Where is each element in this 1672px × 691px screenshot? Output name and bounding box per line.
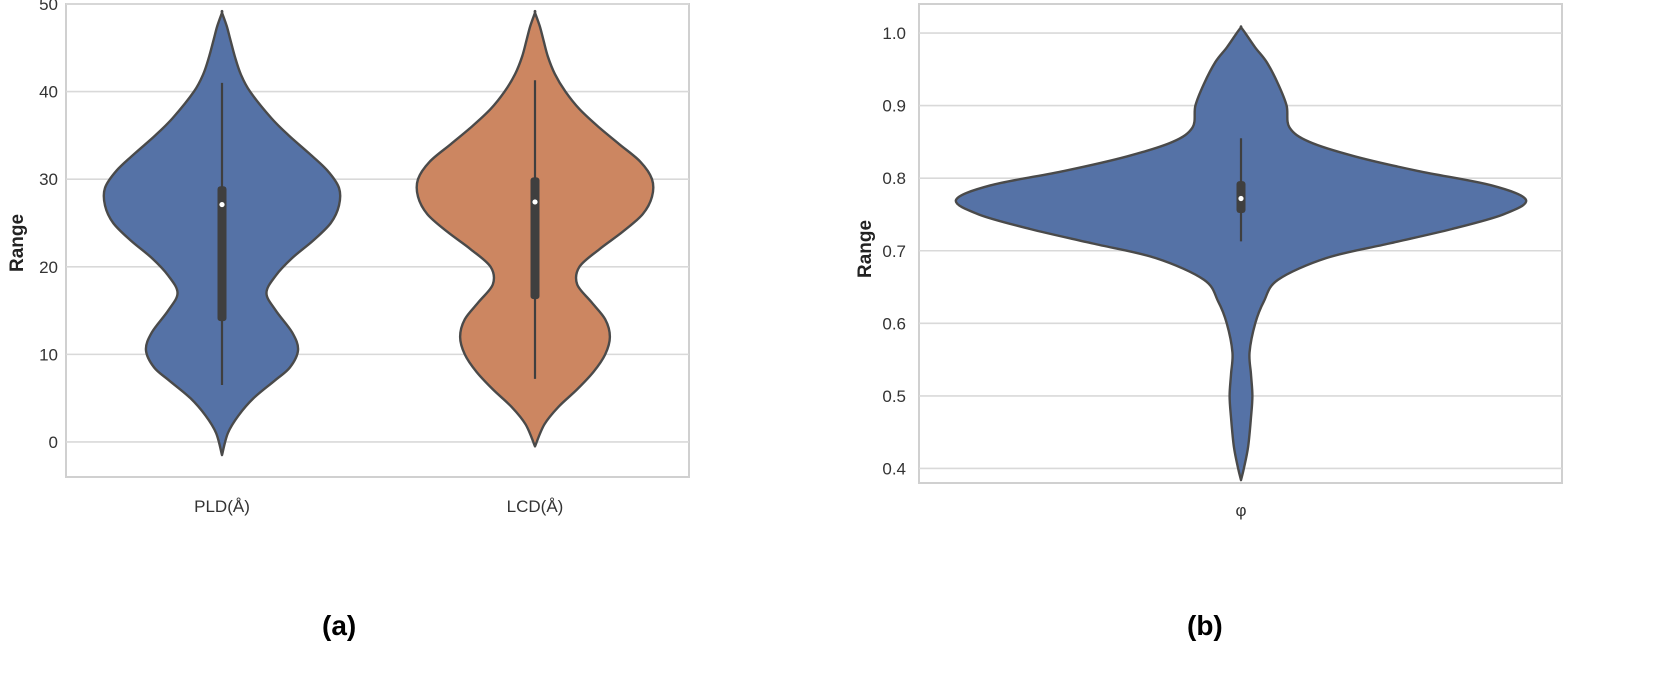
- panel-b-chart: Range 0.4 0.5 0.6 0.7 0.8 0.9 1.0 φ: [855, 3, 1563, 520]
- panel-b-y-axis-label: Range: [855, 220, 876, 278]
- panel-b-label: (b): [1187, 610, 1223, 641]
- y-tick-label: 50: [39, 0, 58, 14]
- y-tick-label: 40: [39, 83, 58, 102]
- panel-a-label: (a): [322, 610, 357, 641]
- y-tick-label: 0: [49, 433, 58, 452]
- median-dot: [219, 201, 225, 208]
- y-tick-label: 0.9: [882, 97, 906, 116]
- violin-body: [954, 25, 1528, 482]
- y-tick-label: 20: [39, 258, 58, 277]
- y-tick-label: 0.8: [882, 169, 906, 188]
- panel-a-chart: Range 0 10 20 30 40 50 PLD(Å) LCD(Å): [7, 0, 690, 516]
- x-tick-label: PLD(Å): [194, 497, 250, 516]
- iqr-box: [217, 186, 227, 322]
- median-dot: [1238, 195, 1244, 202]
- y-tick-label: 0.5: [882, 387, 906, 406]
- x-tick-label: LCD(Å): [507, 497, 564, 516]
- y-tick-label: 0.7: [882, 242, 906, 261]
- x-tick-label: φ: [1235, 501, 1246, 520]
- median-dot: [532, 199, 538, 205]
- y-tick-label: 1.0: [882, 24, 906, 43]
- y-tick-label: 30: [39, 170, 58, 189]
- panel-a-y-axis-label: Range: [7, 214, 28, 272]
- y-tick-label: 10: [39, 345, 58, 364]
- iqr-box: [530, 177, 540, 300]
- y-tick-label: 0.6: [882, 314, 906, 333]
- y-tick-label: 0.4: [882, 459, 906, 478]
